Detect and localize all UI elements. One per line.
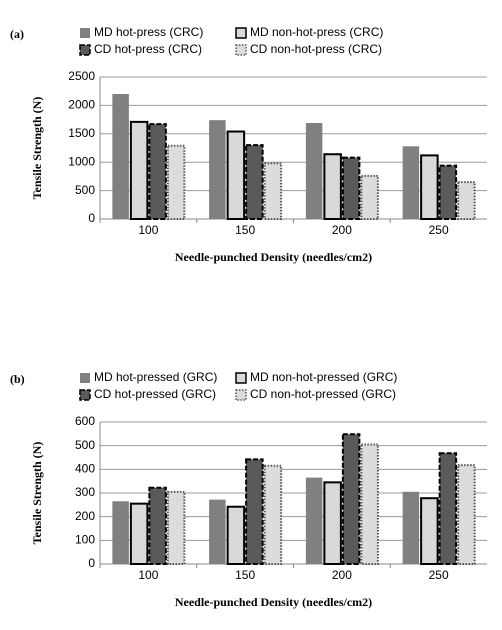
legend-label: MD non-hot-pressed (GRC) — [250, 370, 397, 384]
bar — [438, 452, 458, 565]
x-axis-title: Needle-punched Density (needles/cm2) — [175, 250, 372, 264]
y-tick-label: 200 — [75, 509, 95, 523]
bar — [402, 491, 420, 564]
legend-swatch — [235, 44, 247, 56]
bar — [263, 464, 283, 565]
legend-label: CD non-hot-pressed (GRC) — [250, 387, 396, 401]
legend-label: MD non-hot-press (CRC) — [250, 25, 383, 39]
bar — [263, 162, 283, 220]
legend-swatch — [80, 373, 90, 383]
x-tick-label: 150 — [235, 223, 255, 237]
y-tick-label: 500 — [75, 183, 95, 197]
bar — [245, 458, 264, 566]
y-tick-label: 0 — [88, 556, 95, 570]
bar — [457, 464, 476, 565]
bar — [226, 505, 246, 565]
y-axis-title: Tensile Strength (N) — [30, 442, 44, 545]
bar — [209, 120, 226, 219]
y-tick-label: 1000 — [68, 154, 95, 168]
y-tick-label: 100 — [75, 533, 95, 547]
bar — [112, 501, 129, 564]
bar — [457, 181, 476, 220]
bar — [420, 154, 439, 221]
y-tick-label: 2500 — [68, 69, 95, 83]
bar — [438, 164, 458, 220]
bar — [360, 443, 379, 566]
bar — [209, 499, 226, 564]
y-tick-label: 500 — [75, 438, 95, 452]
x-axis-title: Needle-punched Density (needles/cm2) — [175, 595, 372, 609]
legend-swatch — [235, 389, 247, 401]
bar — [341, 433, 361, 565]
y-tick-label: 2000 — [68, 98, 95, 112]
bar — [305, 123, 323, 219]
bar — [166, 144, 186, 220]
bar — [402, 146, 420, 219]
legend-label: CD non-hot-press (CRC) — [250, 42, 382, 56]
legend-label: CD hot-press (CRC) — [94, 42, 202, 56]
bar — [166, 490, 186, 566]
panel-label: (b) — [10, 372, 25, 386]
legend-label: MD hot-press (CRC) — [94, 25, 203, 39]
bar — [226, 130, 246, 220]
y-tick-label: 0 — [88, 211, 95, 225]
x-tick-label: 200 — [332, 223, 352, 237]
bar — [129, 502, 149, 565]
y-tick-label: 300 — [75, 485, 95, 499]
bar — [148, 486, 167, 565]
x-tick-label: 100 — [138, 568, 158, 582]
y-axis-title: Tensile Strength (N) — [30, 97, 44, 200]
bar — [112, 94, 129, 219]
x-tick-label: 250 — [429, 223, 449, 237]
bar — [341, 156, 361, 221]
bar — [323, 481, 342, 566]
legend-label: MD hot-pressed (GRC) — [94, 370, 217, 384]
legend-swatch — [80, 28, 90, 38]
bar — [305, 477, 323, 564]
bar — [245, 144, 264, 220]
x-tick-label: 100 — [138, 223, 158, 237]
bar — [323, 153, 342, 220]
y-tick-label: 600 — [75, 414, 95, 428]
bar — [420, 497, 439, 565]
y-tick-label: 1500 — [68, 126, 95, 140]
bar — [129, 120, 149, 220]
bar — [148, 123, 167, 220]
legend-swatch — [235, 27, 247, 39]
bar — [360, 174, 379, 220]
y-tick-label: 400 — [75, 462, 95, 476]
panel-label: (a) — [10, 27, 24, 41]
legend-swatch — [79, 44, 91, 56]
x-tick-label: 150 — [235, 568, 255, 582]
legend-swatch — [79, 389, 91, 401]
x-tick-label: 200 — [332, 568, 352, 582]
legend-label: CD hot-pressed (GRC) — [94, 387, 216, 401]
legend-swatch — [235, 372, 247, 384]
x-tick-label: 250 — [429, 568, 449, 582]
